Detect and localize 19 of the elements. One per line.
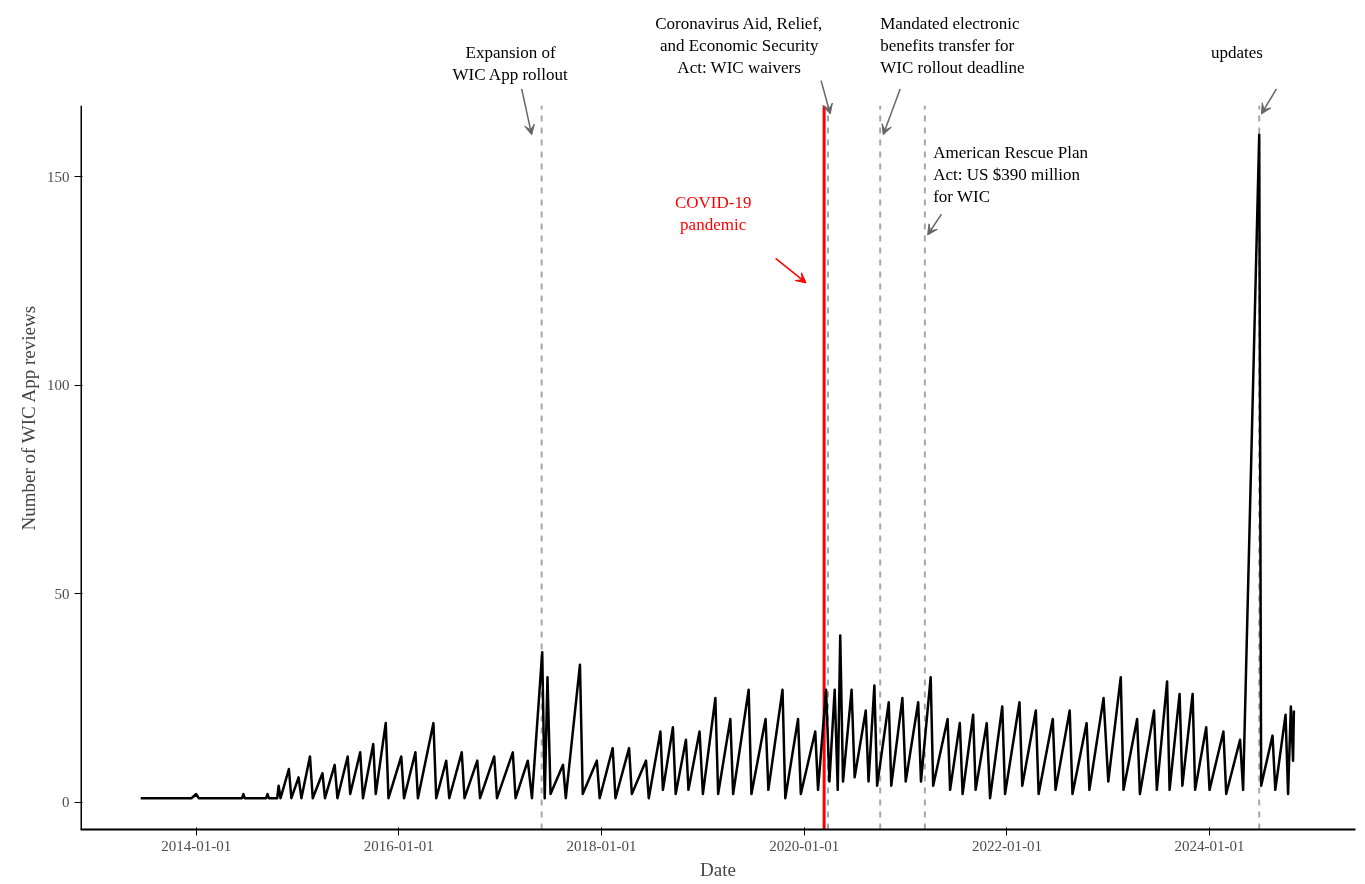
x-tick-label: 2014-01-01 [161, 837, 232, 854]
ref-line-label: Mandated electronic benefits transfer for WIC rollout deadline [880, 13, 1025, 77]
ref-line-label: Coronavirus Aid, Relief, and Economic Security Act: WIC waivers [655, 13, 823, 77]
x-tick-label: 2020-01-01 [769, 837, 840, 854]
x-tick-label: 2024-01-01 [1174, 837, 1245, 854]
x-tick-label: 2018-01-01 [566, 837, 637, 854]
ref-line-label: Expansion of WIC App rollout [452, 43, 568, 84]
ref-line-label: American Rescue Plan Act: US $390 million for WIC [933, 143, 1089, 206]
ref-line-label: updates [1211, 43, 1263, 63]
x-axis-title: Date [700, 858, 736, 880]
ref-line-label: COVID-19 pandemic [674, 193, 752, 235]
y-tick-label: 150 [47, 168, 70, 185]
y-tick-label: 50 [54, 585, 70, 602]
y-tick-label: 100 [47, 377, 70, 394]
x-tick-label: 2016-01-01 [363, 837, 434, 854]
x-tick-label: 2022-01-01 [972, 837, 1042, 854]
y-axis-title: Number of WIC App reviews [18, 305, 39, 531]
y-tick-label: 0 [62, 794, 70, 811]
line-series [139, 133, 1296, 800]
